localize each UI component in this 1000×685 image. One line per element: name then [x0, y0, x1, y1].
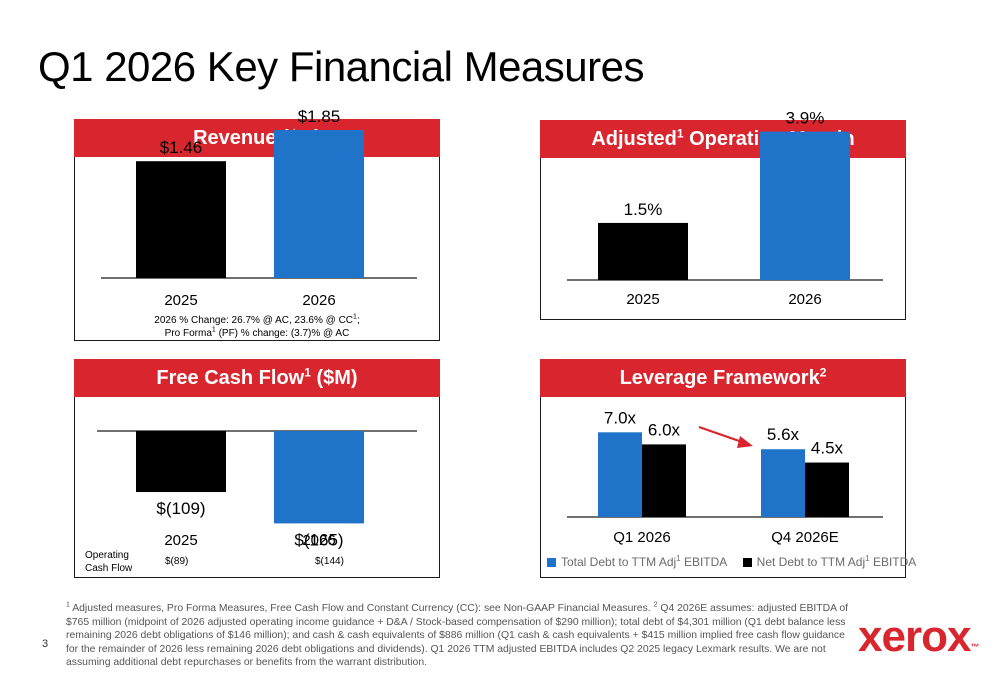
bar-2026: [274, 431, 364, 524]
legend-net-post: EBITDA: [869, 555, 917, 569]
bar-2025: [598, 222, 688, 280]
data-label-Q1-2026-s1: 6.0x: [648, 420, 681, 439]
leverage-panel-title: Leverage Framework2: [540, 359, 906, 397]
footnote-sup1: 1: [66, 601, 70, 609]
fcf-panel-title: Free Cash Flow1 ($M): [74, 359, 440, 397]
revenue-panel: Revenue ($B) $1.46 2025 $1.85 2026 2026 % C…: [74, 107, 440, 341]
legend-item-total-debt: Total Debt to TTM Adj1 EBITDA: [547, 555, 727, 569]
xerox-logo: xerox™: [858, 612, 979, 662]
category-label-Q1-2026: Q1 2026: [613, 529, 671, 546]
data-label-Q4-2026E-s1: 4.5x: [811, 439, 844, 458]
category-label-2025: 2025: [626, 291, 659, 308]
category-label-2025: 2025: [164, 292, 197, 309]
legend-swatch-net: [742, 558, 752, 568]
note-line2-post: (PF) % change: (3.7)% @ AC: [215, 328, 350, 339]
data-label-2026: 3.9%: [786, 109, 825, 128]
logo-tm: ™: [970, 642, 980, 652]
trend-arrow-shaft: [698, 425, 746, 445]
leverage-panel: Leverage Framework2 7.0x 6.0x Q1 2026 5.6x 4…: [540, 359, 916, 578]
category-label-Q4-2026E: Q4 2026E: [771, 529, 839, 546]
footnote-text1: Adjusted measures, Pro Forma Measures, F…: [69, 603, 654, 614]
revenue-change-note: 2026 % Change: 26.7% @ AC, 23.6% @ CC1; …: [75, 314, 439, 340]
ocf-value-2026: $(144): [315, 556, 344, 567]
note-line1-sup: 1: [353, 313, 357, 321]
legend-swatch-total: [547, 558, 556, 568]
bar-2025: [136, 161, 226, 278]
legend-total-post: EBITDA: [680, 555, 728, 569]
margin-chart: 1.5% 2025 3.9% 2026: [567, 109, 883, 308]
trend-arrow-head: [737, 436, 753, 448]
data-label-2026: $(165): [294, 530, 343, 549]
fcf-title-post: ($M): [310, 367, 358, 389]
margin-title-sup: 1: [676, 126, 684, 141]
legend-net-sup: 1: [865, 554, 870, 563]
page-title: Q1 2026 Key Financial Measures: [38, 43, 645, 90]
legend-total-name: Total Debt to TTM Adj: [561, 555, 677, 569]
ocf-value-2025: $(89): [165, 556, 189, 567]
footnote-sup2: 2: [653, 601, 658, 609]
leverage-title-sup: 2: [819, 365, 827, 380]
bar-Q4-2026E-s0: [761, 449, 805, 517]
fcf-panel: Free Cash Flow1 ($M) $(109) 2025 $(165) 202…: [74, 359, 440, 578]
bar-2026: [760, 131, 850, 280]
ocf-label: Operating Cash Flow: [85, 549, 132, 575]
data-label-Q1-2026-s0: 7.0x: [604, 408, 637, 427]
leverage-title-text: Leverage Framework: [619, 367, 820, 389]
bar-2026: [274, 130, 364, 278]
data-label-2025: $1.46: [160, 138, 203, 157]
note-line1-text: 2026 % Change: 26.7% @ AC, 23.6% @ CC: [154, 315, 354, 326]
bar-2025: [136, 431, 226, 493]
revenue-chart: $1.46 2025 $1.85 2026: [101, 107, 417, 309]
data-label-2025: $(109): [156, 499, 205, 518]
legend-item-net-debt: Net Debt to TTM Adj1 EBITDA: [742, 554, 917, 569]
legend-total-sup: 1: [676, 554, 681, 563]
category-label-2026: 2026: [302, 292, 335, 309]
bar-Q1-2026-s0: [598, 432, 642, 517]
category-label-2026: 2026: [788, 291, 821, 308]
data-label-Q4-2026E-s0: 5.6x: [767, 425, 800, 444]
data-label-2026: $1.85: [298, 107, 341, 126]
leverage-legend: Total Debt to TTM Adj1 EBITDA Net Debt t…: [541, 555, 916, 569]
bar-Q4-2026E-s1: [805, 462, 849, 517]
fcf-title-text: Free Cash Flow: [156, 367, 305, 389]
ocf-label-line1: Operating: [85, 550, 129, 561]
margin-title-text: Adjusted: [591, 128, 677, 150]
margin-panel: Adjusted1 Operating Margin 1.5%20253.9%2…: [540, 109, 906, 320]
note-line1-post: ;: [356, 315, 360, 326]
ocf-label-line2: Cash Flow: [85, 563, 133, 574]
fcf-chart: $(109) 2025 $(165)2026: [97, 430, 417, 549]
logo-text: xerox: [858, 612, 971, 661]
footnote: 1 Adjusted measures, Pro Forma Measures,…: [66, 602, 856, 670]
leverage-chart: 7.0x 6.0x Q1 2026 5.6x 4.5x Q4 2026E: [567, 408, 883, 546]
data-label-2025: 1.5%: [624, 200, 663, 219]
note-line2-text: Pro Forma: [164, 328, 212, 339]
footnote-text2: Q4 2026E assumes: adjusted EBITDA of $76…: [66, 603, 849, 669]
bar-Q1-2026-s1: [642, 444, 686, 517]
fcf-title-sup: 1: [304, 365, 311, 380]
category-label-2026: 2026: [302, 532, 335, 549]
legend-net-name: Net Debt to TTM Adj: [756, 555, 866, 569]
page-number: 3: [42, 638, 49, 650]
note-line2-sup: 1: [211, 326, 216, 334]
category-label-2025: 2025: [164, 532, 197, 549]
